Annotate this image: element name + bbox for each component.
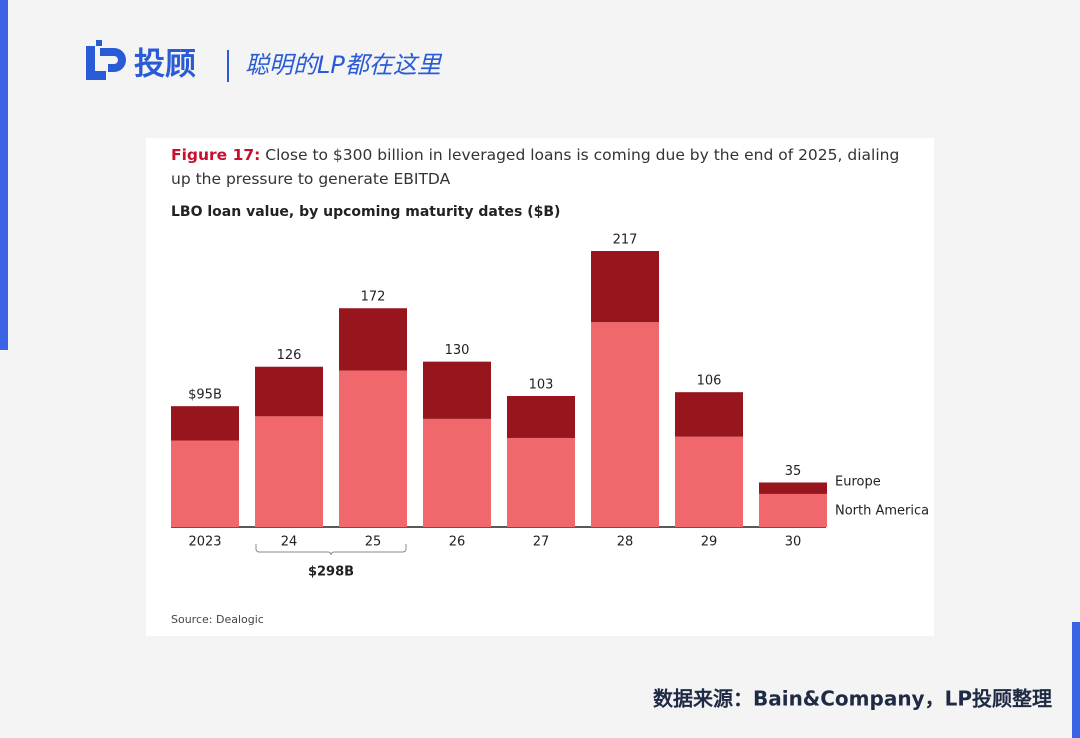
- figure-label: Figure 17:: [171, 146, 261, 164]
- x-tick-label: 26: [449, 535, 466, 550]
- x-tick-label: 29: [701, 535, 718, 550]
- total-label: $95B: [188, 388, 222, 403]
- slogan: 聪明的LP都在这里: [245, 51, 443, 79]
- bar-segment: [591, 251, 659, 323]
- legend-label: North America: [835, 504, 929, 519]
- bar-segment: [171, 406, 239, 441]
- brand: 投顾: [134, 47, 196, 83]
- source: Source: Dealogic: [171, 613, 264, 626]
- chart-subtitle: LBO loan value, by upcoming maturity dat…: [171, 204, 560, 220]
- bar-segment: [591, 322, 659, 527]
- bar-segment: [675, 392, 743, 437]
- bar-segment: [255, 366, 323, 417]
- x-tick-label: 25: [365, 535, 382, 550]
- footer: 数据来源：Bain&Company，LP投顾整理: [653, 687, 1052, 711]
- divider: [227, 50, 229, 82]
- legend-label: Europe: [835, 475, 881, 490]
- total-label: 126: [277, 348, 302, 363]
- total-label: 106: [697, 374, 722, 389]
- x-tick-label: 27: [533, 535, 550, 550]
- x-tick-label: 24: [281, 535, 298, 550]
- chart-title: Figure 17: Close to $300 billion in leve…: [171, 143, 916, 191]
- bracket: [255, 544, 407, 556]
- title-text: Close to $300 billion in leveraged loans…: [171, 146, 900, 188]
- annotation: $298B: [308, 565, 354, 580]
- x-tick-label: 2023: [188, 535, 221, 550]
- accent-bar: [0, 0, 8, 350]
- bar-segment: [339, 308, 407, 371]
- bar-segment: [423, 418, 491, 527]
- logo-icon: [86, 40, 126, 80]
- bar-segment: [759, 482, 827, 494]
- accent-bar: [1072, 622, 1080, 738]
- x-tick-label: 28: [617, 535, 634, 550]
- total-label: 35: [785, 464, 802, 479]
- total-label: 172: [361, 290, 386, 305]
- total-label: 130: [445, 343, 470, 358]
- total-label: 103: [529, 377, 554, 392]
- bar-segment: [171, 440, 239, 527]
- bar-segment: [507, 437, 575, 527]
- bar-segment: [759, 493, 827, 527]
- bar-segment: [339, 370, 407, 527]
- bar-segment: [255, 416, 323, 527]
- bar-segment: [423, 361, 491, 419]
- bar-segment: [507, 395, 575, 438]
- x-tick-label: 30: [785, 535, 802, 550]
- total-label: 217: [613, 233, 638, 248]
- bar-segment: [675, 436, 743, 527]
